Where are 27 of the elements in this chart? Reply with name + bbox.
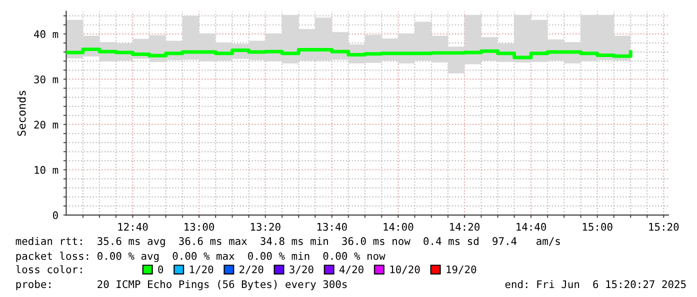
text: end: Fri Jun 6 15:20:27 2025 <box>505 280 686 288</box>
y-tick-label: 40 m <box>34 30 58 38</box>
legend-label: 10/20 <box>390 265 420 274</box>
legend-title: loss color: <box>16 265 82 274</box>
legend-label: 4/20 <box>340 265 364 274</box>
text: packet loss: 0.00 % avg 0.00 % max 0.00 % min 0.00 % now <box>16 252 386 262</box>
x-tick-label: 14:20 <box>450 222 480 231</box>
legend-label: 2/20 <box>240 265 264 274</box>
y-tick-label: 20 m <box>34 120 58 129</box>
y-axis-title: Seconds <box>17 90 26 136</box>
x-tick-label: 12:40 <box>118 222 148 231</box>
x-tick-label: 15:20 <box>649 222 679 231</box>
x-tick-label: 13:00 <box>184 222 214 231</box>
y-tick-label: 0 <box>52 211 58 220</box>
legend-label: 1/20 <box>190 265 214 274</box>
x-tick-label: 15:00 <box>582 222 612 231</box>
legend-label: 3/20 <box>290 265 314 274</box>
x-tick-label: 13:40 <box>317 222 347 231</box>
text: median rtt: 35.6 ms avg 36.6 ms max 34.8 ms min 36.0 ms now 0.4 ms sd 97.4 am/s <box>16 236 560 248</box>
y-tick-label: 10 m <box>34 166 58 174</box>
text: probe: 20 ICMP Echo Pings (56 Bytes) every 300s <box>16 280 347 290</box>
legend-label: 19/20 <box>446 265 476 274</box>
x-tick-label: 13:20 <box>250 222 280 231</box>
x-tick-label: 14:00 <box>384 222 414 231</box>
x-tick-label: 14:40 <box>516 222 546 231</box>
y-tick-label: 30 m <box>34 75 58 84</box>
legend-label: 0 <box>158 265 164 274</box>
